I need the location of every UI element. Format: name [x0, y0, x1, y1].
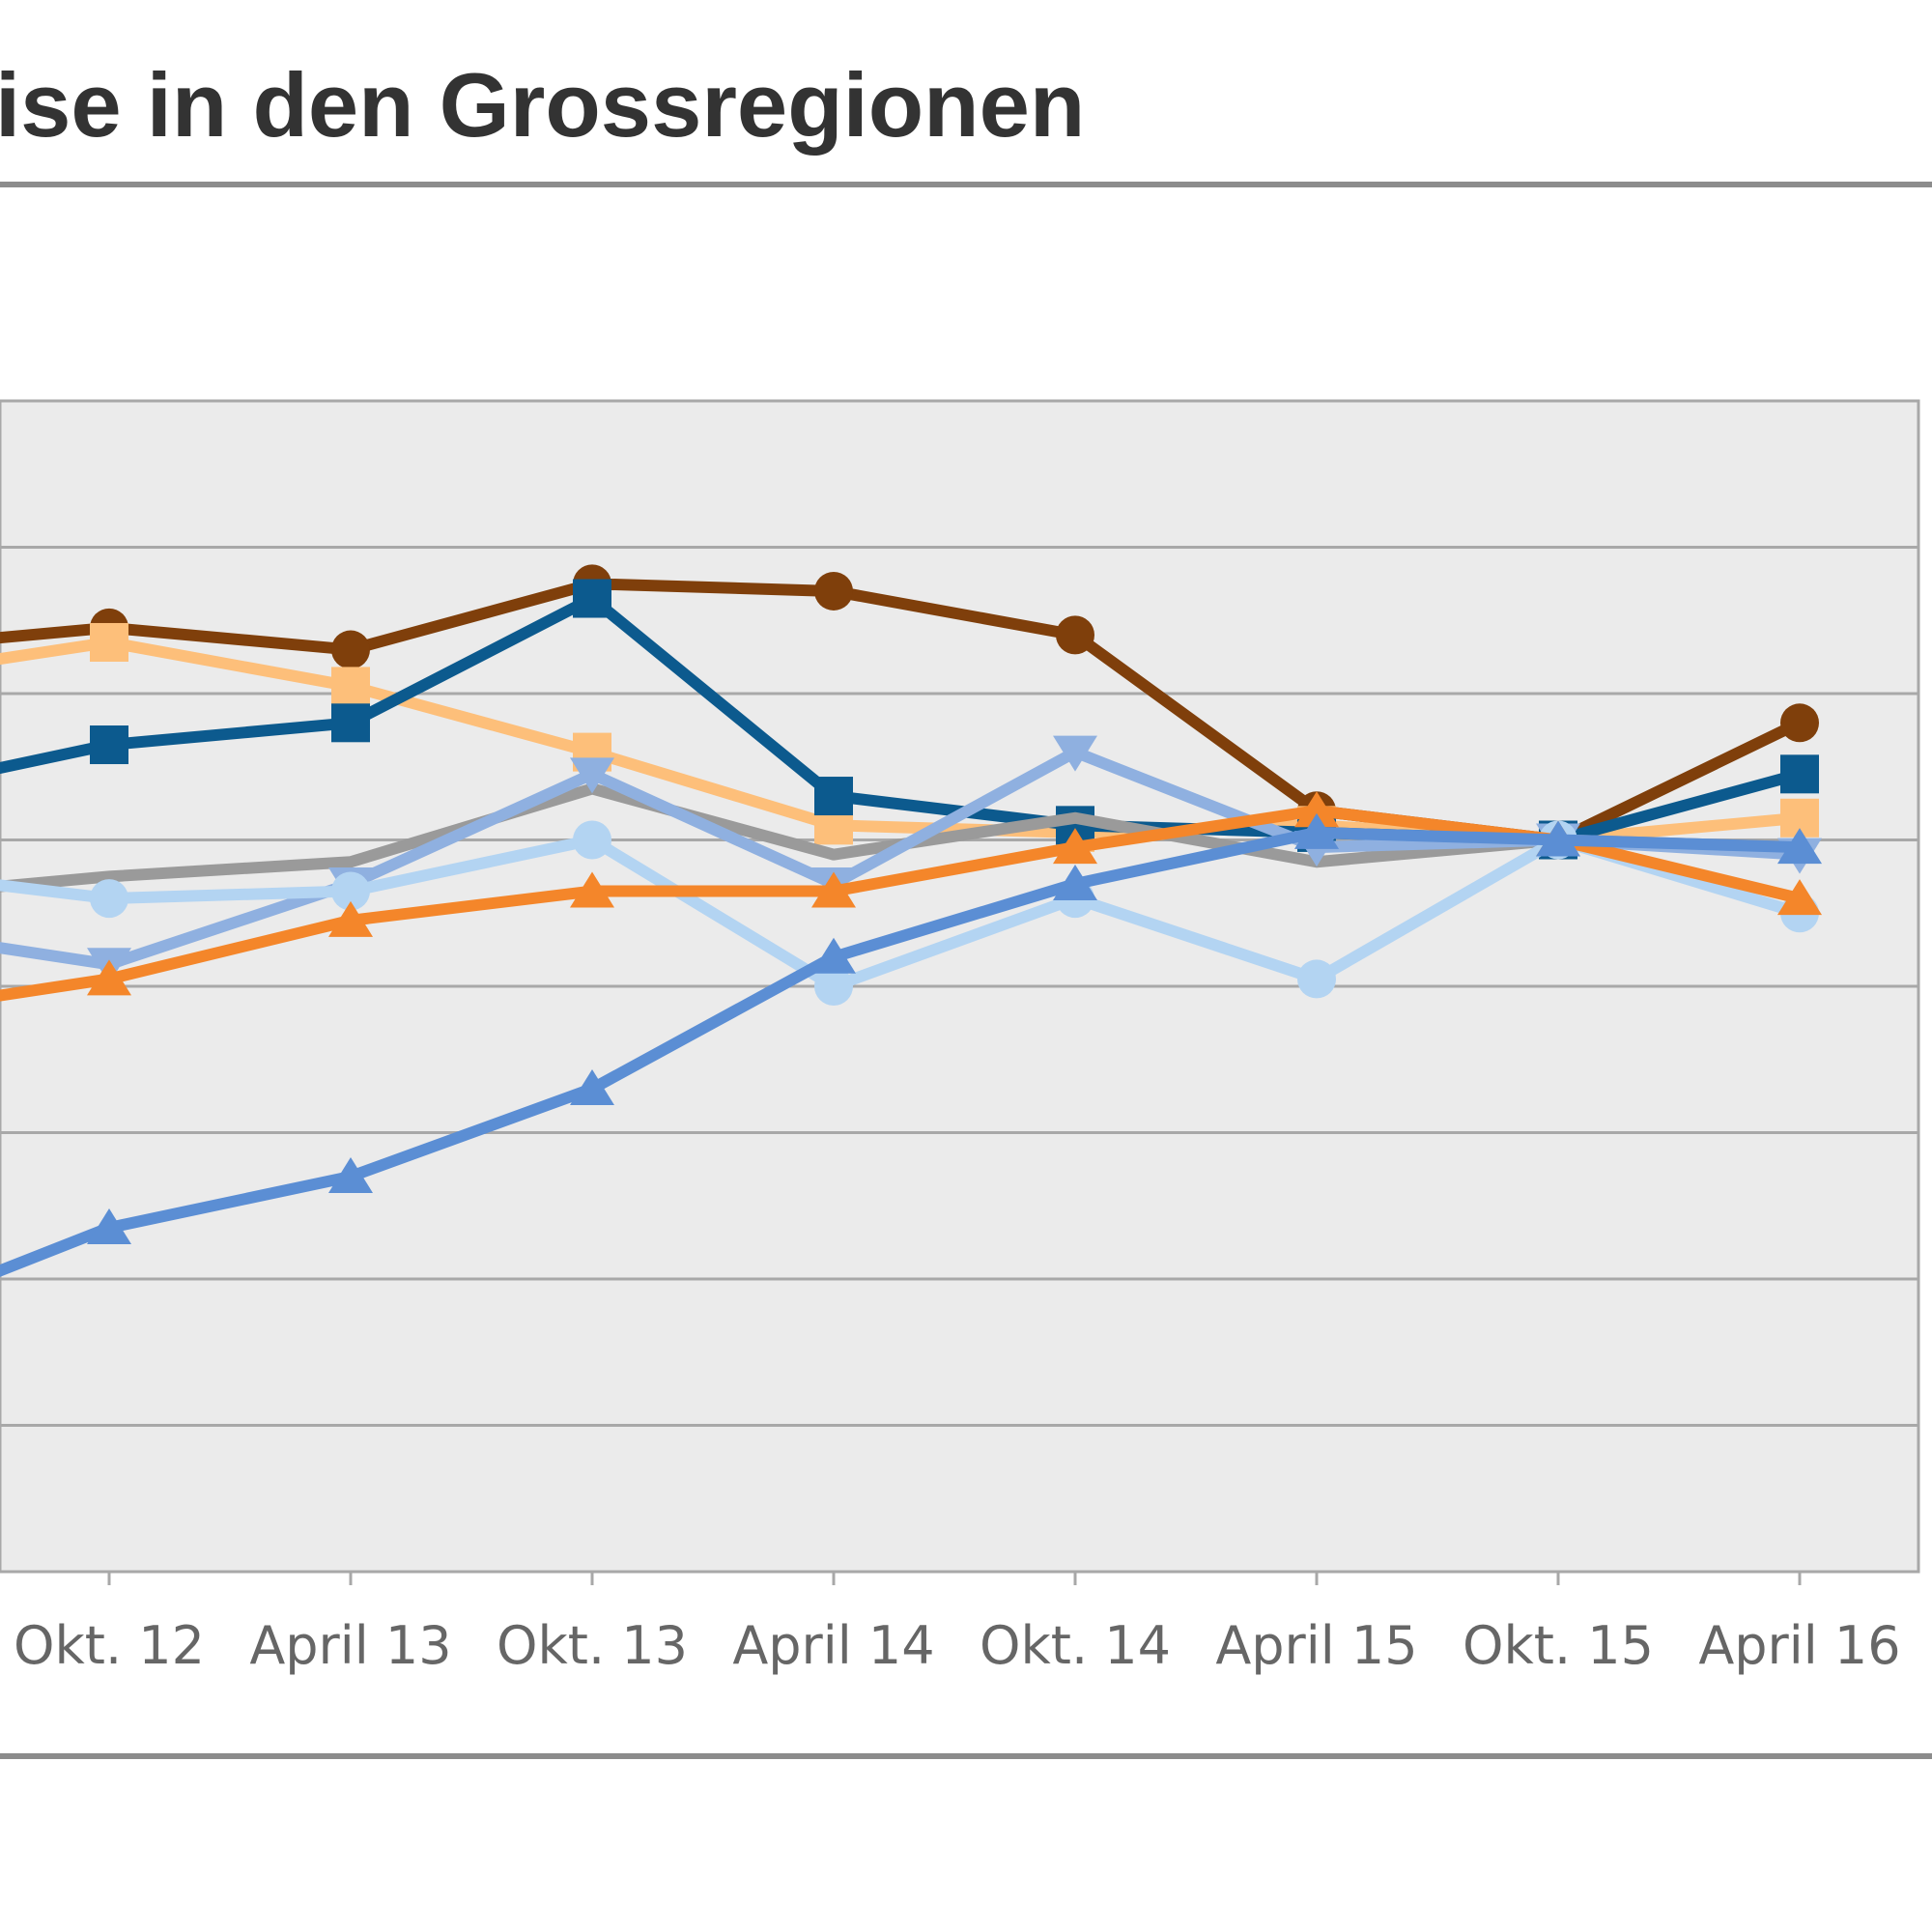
data-point — [1053, 828, 1097, 865]
data-point — [1053, 864, 1097, 900]
x-axis-ticks — [107, 1572, 1802, 1585]
data-point — [1777, 828, 1822, 865]
x-axis-labels: Okt. 12 April 13 Okt. 13 April 14 Okt. 14 Apr… — [14, 1615, 1901, 1676]
data-point — [331, 630, 370, 669]
data-point — [331, 703, 370, 743]
x-tick-label: Okt. 14 — [980, 1615, 1171, 1676]
x-tick-label: April 16 — [1698, 1615, 1900, 1676]
data-point — [90, 879, 128, 919]
data-point — [814, 777, 853, 816]
series — [0, 791, 1822, 1002]
x-tick-label: Okt. 13 — [497, 1615, 688, 1676]
data-point — [570, 1069, 614, 1106]
data-point — [87, 959, 131, 996]
data-point — [1780, 754, 1819, 794]
x-tick-label: Okt. 12 — [14, 1615, 205, 1676]
x-tick-label: April 13 — [249, 1615, 451, 1676]
data-point — [331, 871, 370, 911]
data-point — [1297, 959, 1336, 999]
data-point — [811, 937, 856, 974]
data-point — [90, 622, 128, 662]
data-point — [87, 1208, 131, 1244]
data-point — [573, 579, 611, 618]
data-point — [328, 900, 373, 937]
x-tick-label: April 14 — [732, 1615, 934, 1676]
data-point — [331, 667, 370, 706]
x-tick-label: April 15 — [1215, 1615, 1417, 1676]
data-point — [1536, 820, 1580, 857]
chart-title: ise in den Grossregionen — [0, 54, 1085, 156]
data-point — [573, 820, 611, 860]
series — [0, 812, 1822, 1277]
data-point — [570, 757, 614, 794]
data-point — [1053, 735, 1097, 772]
data-point — [328, 1156, 373, 1193]
data-point — [814, 571, 853, 611]
data-point — [1777, 879, 1822, 916]
data-point — [90, 725, 128, 765]
series-group — [0, 564, 1822, 1277]
data-point — [570, 871, 614, 908]
data-point — [1294, 812, 1339, 849]
x-tick-label: Okt. 15 — [1463, 1615, 1654, 1676]
data-point — [1294, 791, 1339, 828]
data-point — [814, 967, 853, 1006]
data-point — [1780, 703, 1819, 743]
data-point — [811, 871, 856, 908]
data-point — [1056, 615, 1094, 655]
